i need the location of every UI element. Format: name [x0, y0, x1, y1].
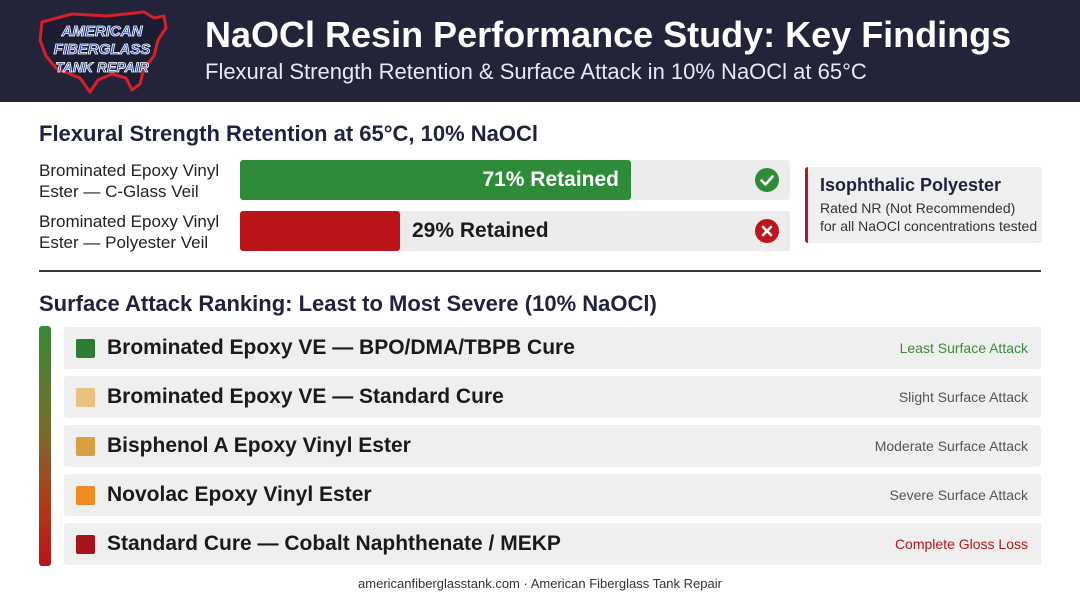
- ranking-swatch: [76, 388, 95, 407]
- ranking-row: Bisphenol A Epoxy Vinyl Ester Moderate S…: [64, 425, 1041, 467]
- page-title: NaOCl Resin Performance Study: Key Findi…: [205, 14, 1012, 55]
- bar-track-polyester-veil: 29% Retained: [240, 211, 790, 251]
- ranking-section-title: Surface Attack Ranking: Least to Most Se…: [39, 291, 657, 316]
- logo-line-1: AMERICAN: [61, 23, 144, 40]
- bar-label-polyester-veil: Brominated Epoxy Vinyl Ester — Polyester…: [39, 212, 220, 252]
- note-title: Isophthalic Polyester: [820, 175, 1002, 195]
- header-banner: AMERICAN FIBERGLASS TANK REPAIR NaOCl Re…: [0, 0, 1080, 102]
- bar-fill-c-glass: [240, 160, 631, 200]
- x-icon: [755, 219, 779, 243]
- ranking-row: Standard Cure — Cobalt Naphthenate / MEK…: [64, 523, 1041, 565]
- ranking-resin-name: Novolac Epoxy Vinyl Ester: [107, 483, 372, 506]
- note-line-1: Rated NR (Not Recommended): [820, 200, 1016, 216]
- section-divider: [39, 270, 1041, 272]
- logo-line-2: FIBERGLASS: [54, 41, 151, 58]
- usa-map-logo: AMERICAN FIBERGLASS TANK REPAIR: [38, 10, 168, 94]
- bar-label-c-glass: Brominated Epoxy Vinyl Ester — C-Glass V…: [39, 161, 220, 201]
- flexural-section-title: Flexural Strength Retention at 65°C, 10%…: [39, 121, 539, 146]
- bar-value-c-glass: 71% Retained: [482, 168, 619, 191]
- ranking-rating: Complete Gloss Loss: [894, 536, 1028, 552]
- ranking-row: Brominated Epoxy VE — BPO/DMA/TBPB Cure …: [64, 327, 1041, 369]
- ranking-swatch: [76, 486, 95, 505]
- ranking-resin-name: Brominated Epoxy VE — Standard Cure: [107, 385, 504, 408]
- ranking-resin-name: Bisphenol A Epoxy Vinyl Ester: [107, 434, 411, 457]
- severity-gradient-bar: [39, 326, 51, 566]
- bar-track-c-glass: 71% Retained: [240, 160, 790, 200]
- ranking-swatch: [76, 535, 95, 554]
- ranking-resin-name: Standard Cure — Cobalt Naphthenate / MEK…: [107, 532, 561, 555]
- note-line-2: for all NaOCl concentrations tested: [820, 218, 1038, 234]
- not-recommended-note: Isophthalic Polyester Rated NR (Not Reco…: [805, 167, 1042, 243]
- bar-value-polyester-veil: 29% Retained: [412, 219, 549, 242]
- ranking-swatch: [76, 339, 95, 358]
- ranking-row: Brominated Epoxy VE — Standard Cure Slig…: [64, 376, 1041, 418]
- ranking-row: Novolac Epoxy Vinyl Ester Severe Surface…: [64, 474, 1041, 516]
- ranking-rating: Moderate Surface Attack: [874, 438, 1028, 454]
- ranking-rating: Severe Surface Attack: [889, 487, 1028, 503]
- logo-line-3: TANK REPAIR: [55, 59, 149, 75]
- ranking-rating: Least Surface Attack: [899, 340, 1028, 356]
- bar-fill-polyester-veil: [240, 211, 400, 251]
- ranking-resin-name: Brominated Epoxy VE — BPO/DMA/TBPB Cure: [107, 336, 575, 359]
- ranking-swatch: [76, 437, 95, 456]
- check-icon: [755, 168, 779, 192]
- footer-credit: americanfiberglasstank.com · American Fi…: [358, 576, 722, 591]
- ranking-rating: Slight Surface Attack: [898, 389, 1028, 405]
- page-subtitle: Flexural Strength Retention & Surface At…: [205, 59, 867, 84]
